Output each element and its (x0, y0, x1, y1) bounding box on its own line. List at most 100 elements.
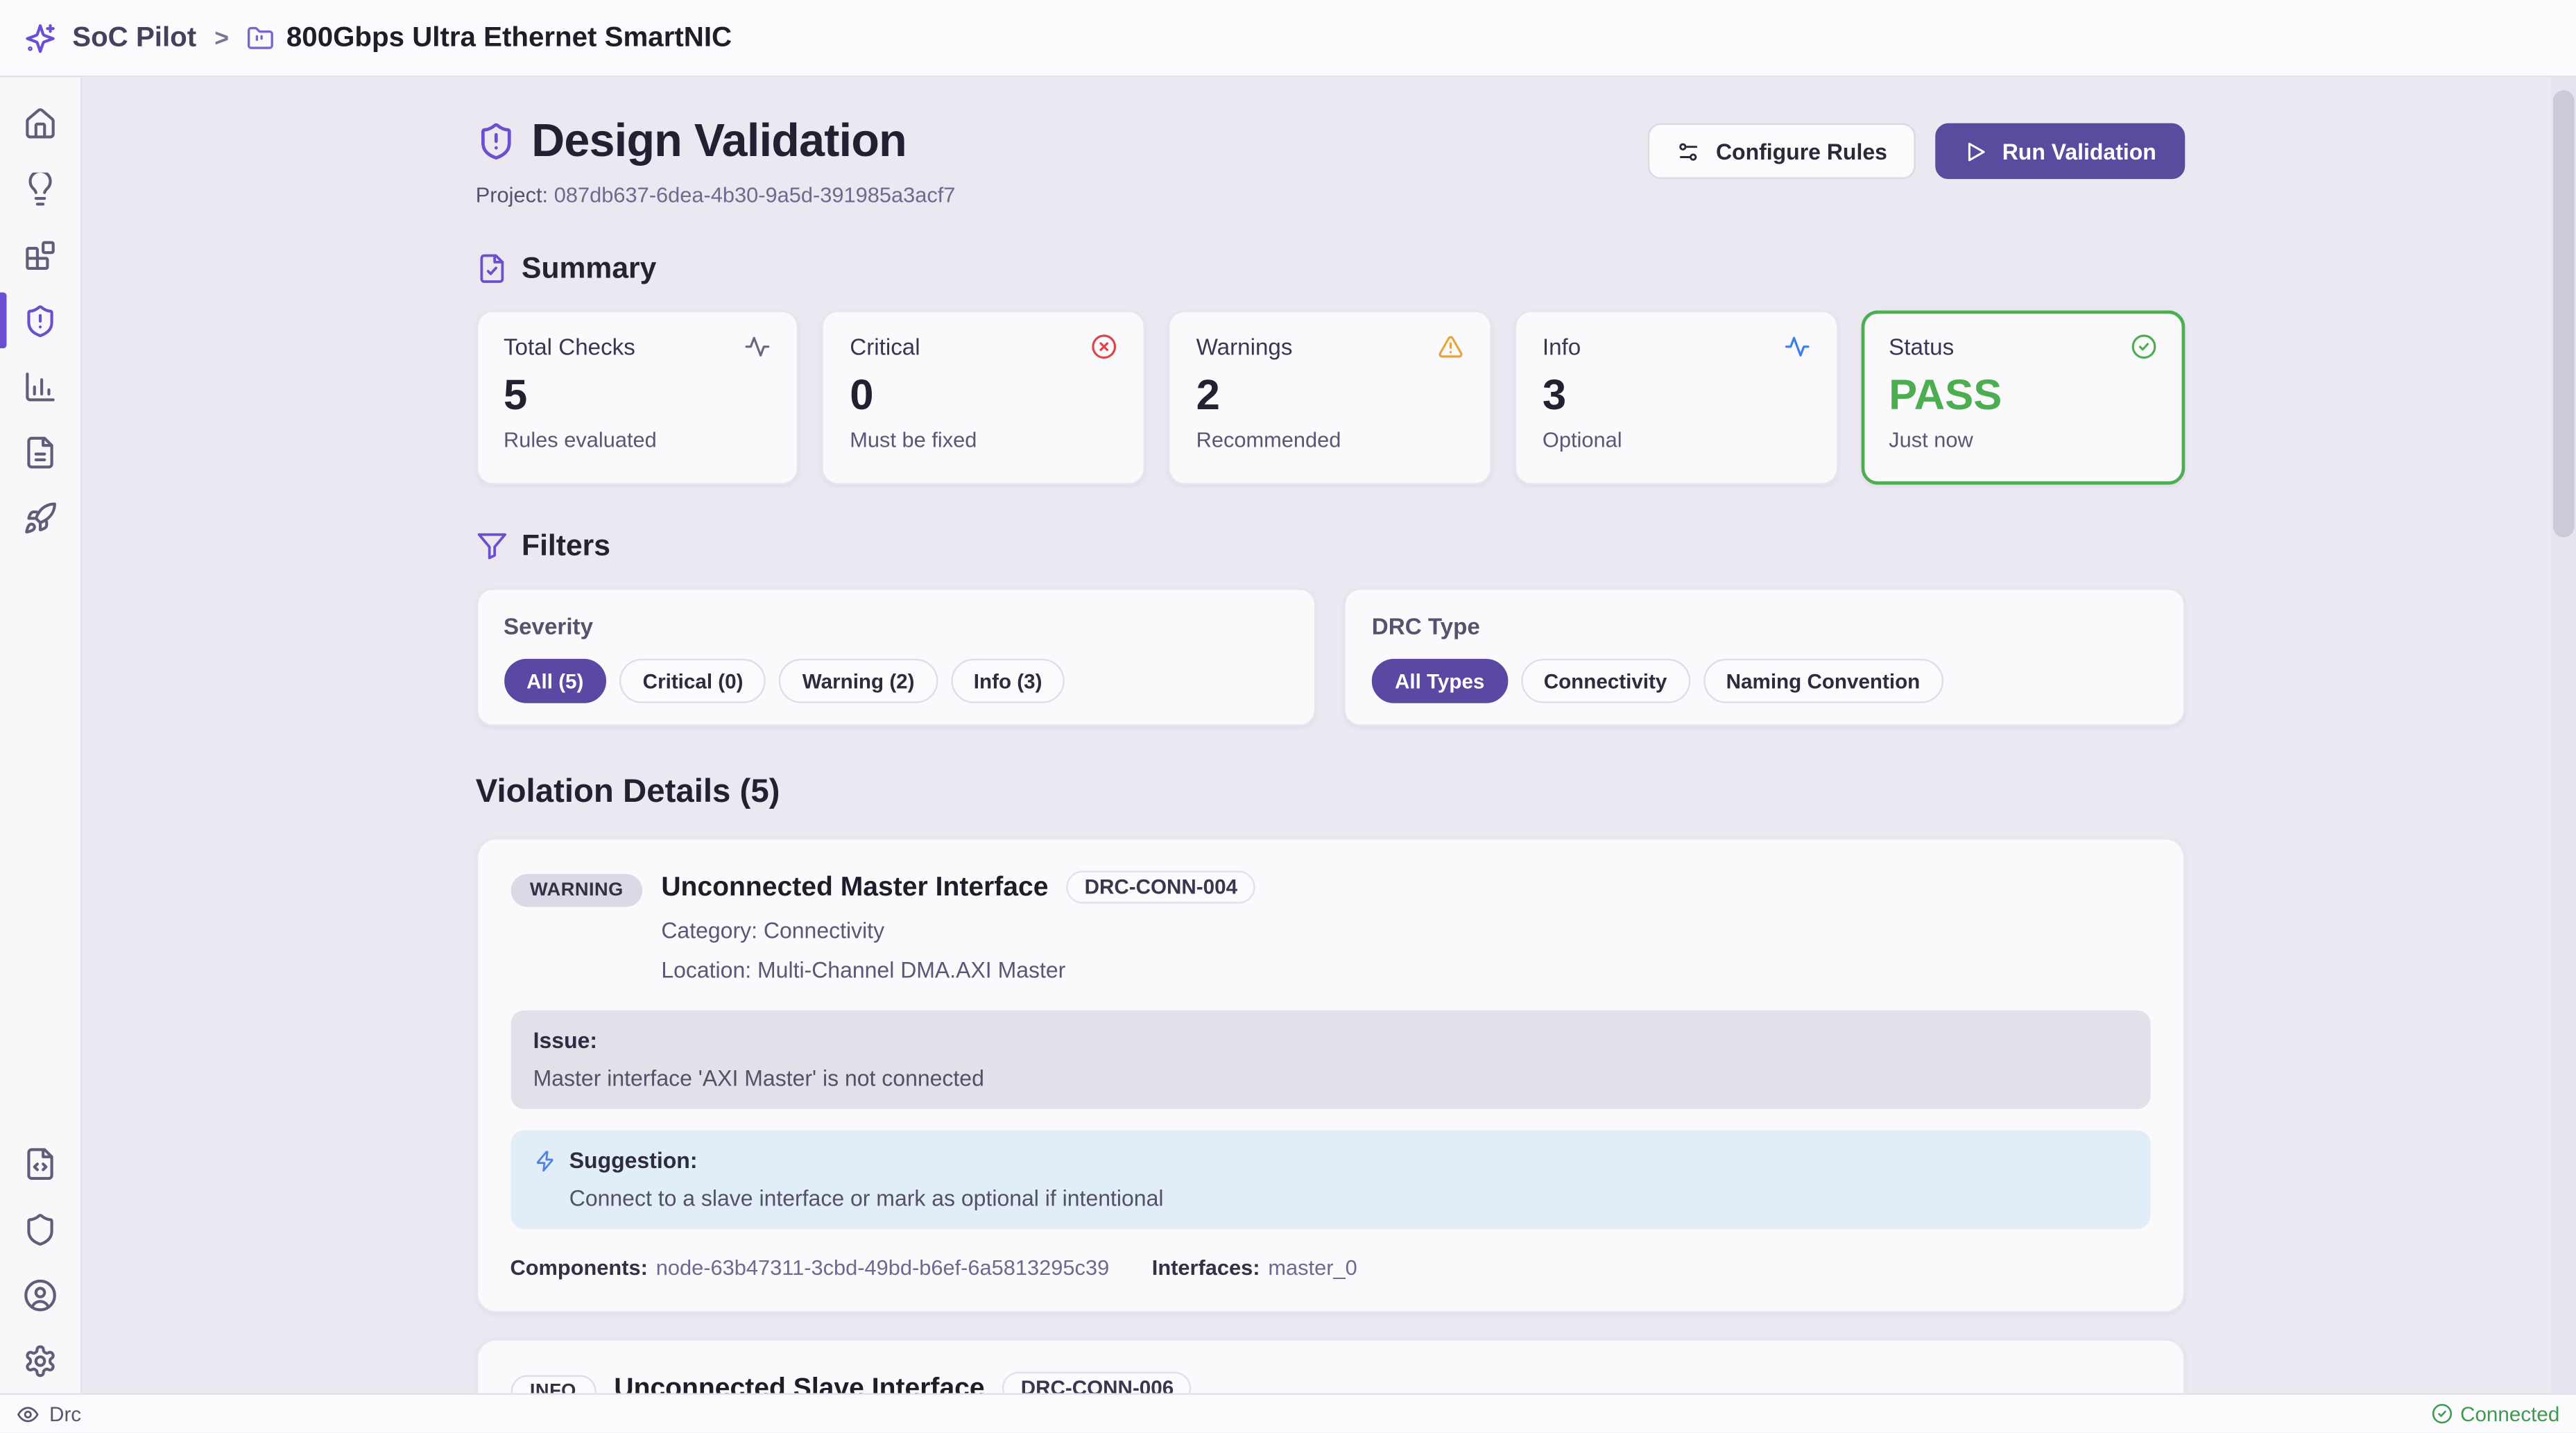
severity-chip-info[interactable]: Info (3) (950, 658, 1065, 703)
file-text-icon (27, 436, 53, 468)
user-circle-icon (24, 1279, 56, 1311)
sidebar (0, 77, 83, 1394)
severity-chips: All (5) Critical (0) Warning (2) Info (3… (503, 658, 1288, 703)
filter-panels: Severity All (5) Critical (0) Warning (2… (475, 587, 2185, 726)
configure-rules-label: Configure Rules (1715, 139, 1887, 164)
drc-type-filter-panel: DRC Type All Types Connectivity Naming C… (1343, 587, 2185, 726)
sidebar-item-ideas[interactable] (0, 156, 81, 222)
sidebar-item-analytics[interactable] (0, 353, 81, 419)
summary-card-info: Info 3 Optional (1514, 310, 1838, 485)
rule-id-badge: DRC-CONN-006 (1002, 1371, 1192, 1394)
card-subtext: Optional (1542, 427, 1622, 452)
app-title[interactable]: SoC Pilot (72, 21, 197, 53)
sidebar-item-account[interactable] (0, 1262, 81, 1328)
severity-chip-warning[interactable]: Warning (2) (779, 658, 938, 703)
violation-location: Location: Multi-Channel DMA.AXI Master (661, 957, 1066, 983)
sidebar-item-settings[interactable] (0, 1328, 81, 1394)
interfaces-label: Interfaces: (1151, 1255, 1260, 1280)
scrollbar-thumb[interactable] (2552, 90, 2575, 538)
project-id-line: Project: 087db637-6dea-4b30-9a5d-391985a… (476, 182, 956, 207)
rule-id-badge: DRC-CONN-004 (1066, 870, 1256, 904)
sidebar-item-launch[interactable] (0, 485, 81, 551)
violation-card-1: WARNING Unconnected Master Interface DRC… (475, 837, 2185, 1313)
drc-type-label: DRC Type (1371, 612, 1480, 640)
card-subtext: Must be fixed (850, 427, 977, 452)
sidebar-item-security[interactable] (0, 1196, 81, 1262)
issue-label: Issue: (533, 1028, 598, 1054)
shield-alert-icon (27, 304, 53, 336)
sidebar-item-code-files[interactable] (0, 1131, 81, 1196)
filters-heading: Filters (522, 529, 611, 563)
settings-icon (26, 1345, 55, 1377)
blocks-icon (26, 240, 55, 269)
card-label: Info (1542, 333, 1581, 360)
lightbulb-icon (28, 171, 52, 205)
card-value: 3 (1542, 369, 1567, 419)
drc-chip-all-types[interactable]: All Types (1371, 658, 1508, 703)
summary-card-warnings: Warnings 2 Recommended (1168, 310, 1492, 485)
violation-card-2: INFO Unconnected Slave Interface DRC-CON… (475, 1339, 2185, 1394)
top-bar: SoC Pilot > 800Gbps Ultra Ethernet Smart… (0, 0, 2576, 78)
issue-box: Issue: Master interface 'AXI Master' is … (510, 1010, 2150, 1109)
summary-card-status: Status PASS Just now (1860, 310, 2185, 485)
drc-chip-naming-convention[interactable]: Naming Convention (1703, 658, 1943, 703)
sidebar-item-blocks[interactable] (0, 222, 81, 288)
drc-chip-connectivity[interactable]: Connectivity (1520, 658, 1690, 703)
components-label: Components: (510, 1255, 648, 1280)
rocket-icon (25, 501, 56, 533)
scrollbar-track[interactable] (2551, 77, 2576, 1394)
sidebar-item-home[interactable] (0, 90, 81, 156)
card-subtext: Just now (1889, 427, 1973, 452)
violation-category: Category: Connectivity (661, 918, 885, 943)
page-actions: Configure Rules Run Validation (1648, 123, 2185, 180)
card-label: Critical (850, 333, 920, 360)
check-circle-icon (2131, 334, 2156, 359)
card-label: Status (1889, 333, 1955, 360)
statusbar-left: Drc (17, 1402, 81, 1425)
card-subtext: Recommended (1196, 427, 1341, 452)
alert-triangle-icon (1439, 336, 1463, 358)
home-icon (26, 107, 55, 138)
components-value: node-63b47311-3cbd-49bd-b6ef-6a5813295c3… (655, 1255, 1110, 1280)
statusbar-left-label: Drc (49, 1402, 82, 1426)
page-header: Design Validation Project: 087db637-6dea… (476, 115, 2185, 207)
suggestion-label: Suggestion: (569, 1148, 698, 1174)
sidebar-item-validation[interactable] (0, 288, 81, 354)
drc-type-chips: All Types Connectivity Naming Convention (1371, 658, 2156, 703)
shield-alert-icon (480, 123, 510, 160)
summary-card-critical: Critical 0 Must be fixed (822, 310, 1146, 485)
severity-chip-critical[interactable]: Critical (0) (619, 658, 766, 703)
configure-rules-button[interactable]: Configure Rules (1648, 123, 1916, 180)
card-value: 0 (850, 369, 874, 419)
card-label: Total Checks (503, 333, 635, 360)
summary-cards: Total Checks 5 Rules evaluated Critical … (475, 310, 2185, 485)
violation-title: Unconnected Master Interface (661, 871, 1049, 902)
severity-chip-all[interactable]: All (5) (503, 658, 607, 703)
project-id: 087db637-6dea-4b30-9a5d-391985a3acf7 (553, 182, 956, 207)
violation-details-heading: Violation Details (5) (475, 773, 780, 810)
filter-funnel-icon (476, 533, 506, 560)
status-pass-value: PASS (1889, 369, 2002, 419)
file-check-icon (479, 254, 504, 283)
components-row: Components: node-63b47311-3cbd-49bd-b6ef… (510, 1255, 2149, 1280)
run-validation-label: Run Validation (2002, 139, 2156, 164)
run-validation-button[interactable]: Run Validation (1934, 123, 2185, 180)
suggestion-text: Connect to a slave interface or mark as … (569, 1186, 1164, 1211)
page-title-block: Design Validation Project: 087db637-6dea… (476, 115, 956, 207)
sidebar-item-documents[interactable] (0, 419, 81, 485)
play-icon (1968, 141, 1984, 161)
breadcrumb-project[interactable]: 800Gbps Ultra Ethernet SmartNIC (286, 21, 732, 53)
summary-section-header: Summary (476, 251, 2184, 286)
status-bar: Drc Connected (0, 1393, 2576, 1433)
summary-card-total-checks: Total Checks 5 Rules evaluated (475, 310, 799, 485)
content-container: Design Validation Project: 087db637-6dea… (475, 77, 2185, 1394)
bar-chart-icon (26, 371, 55, 401)
card-value: 2 (1196, 369, 1220, 419)
card-label: Warnings (1196, 333, 1293, 360)
violation-title: Unconnected Slave Interface (614, 1372, 985, 1394)
severity-badge-info: INFO (510, 1375, 596, 1394)
check-circle-icon (2431, 1404, 2451, 1425)
eye-icon (17, 1406, 39, 1422)
breadcrumb-separator: > (214, 24, 230, 52)
